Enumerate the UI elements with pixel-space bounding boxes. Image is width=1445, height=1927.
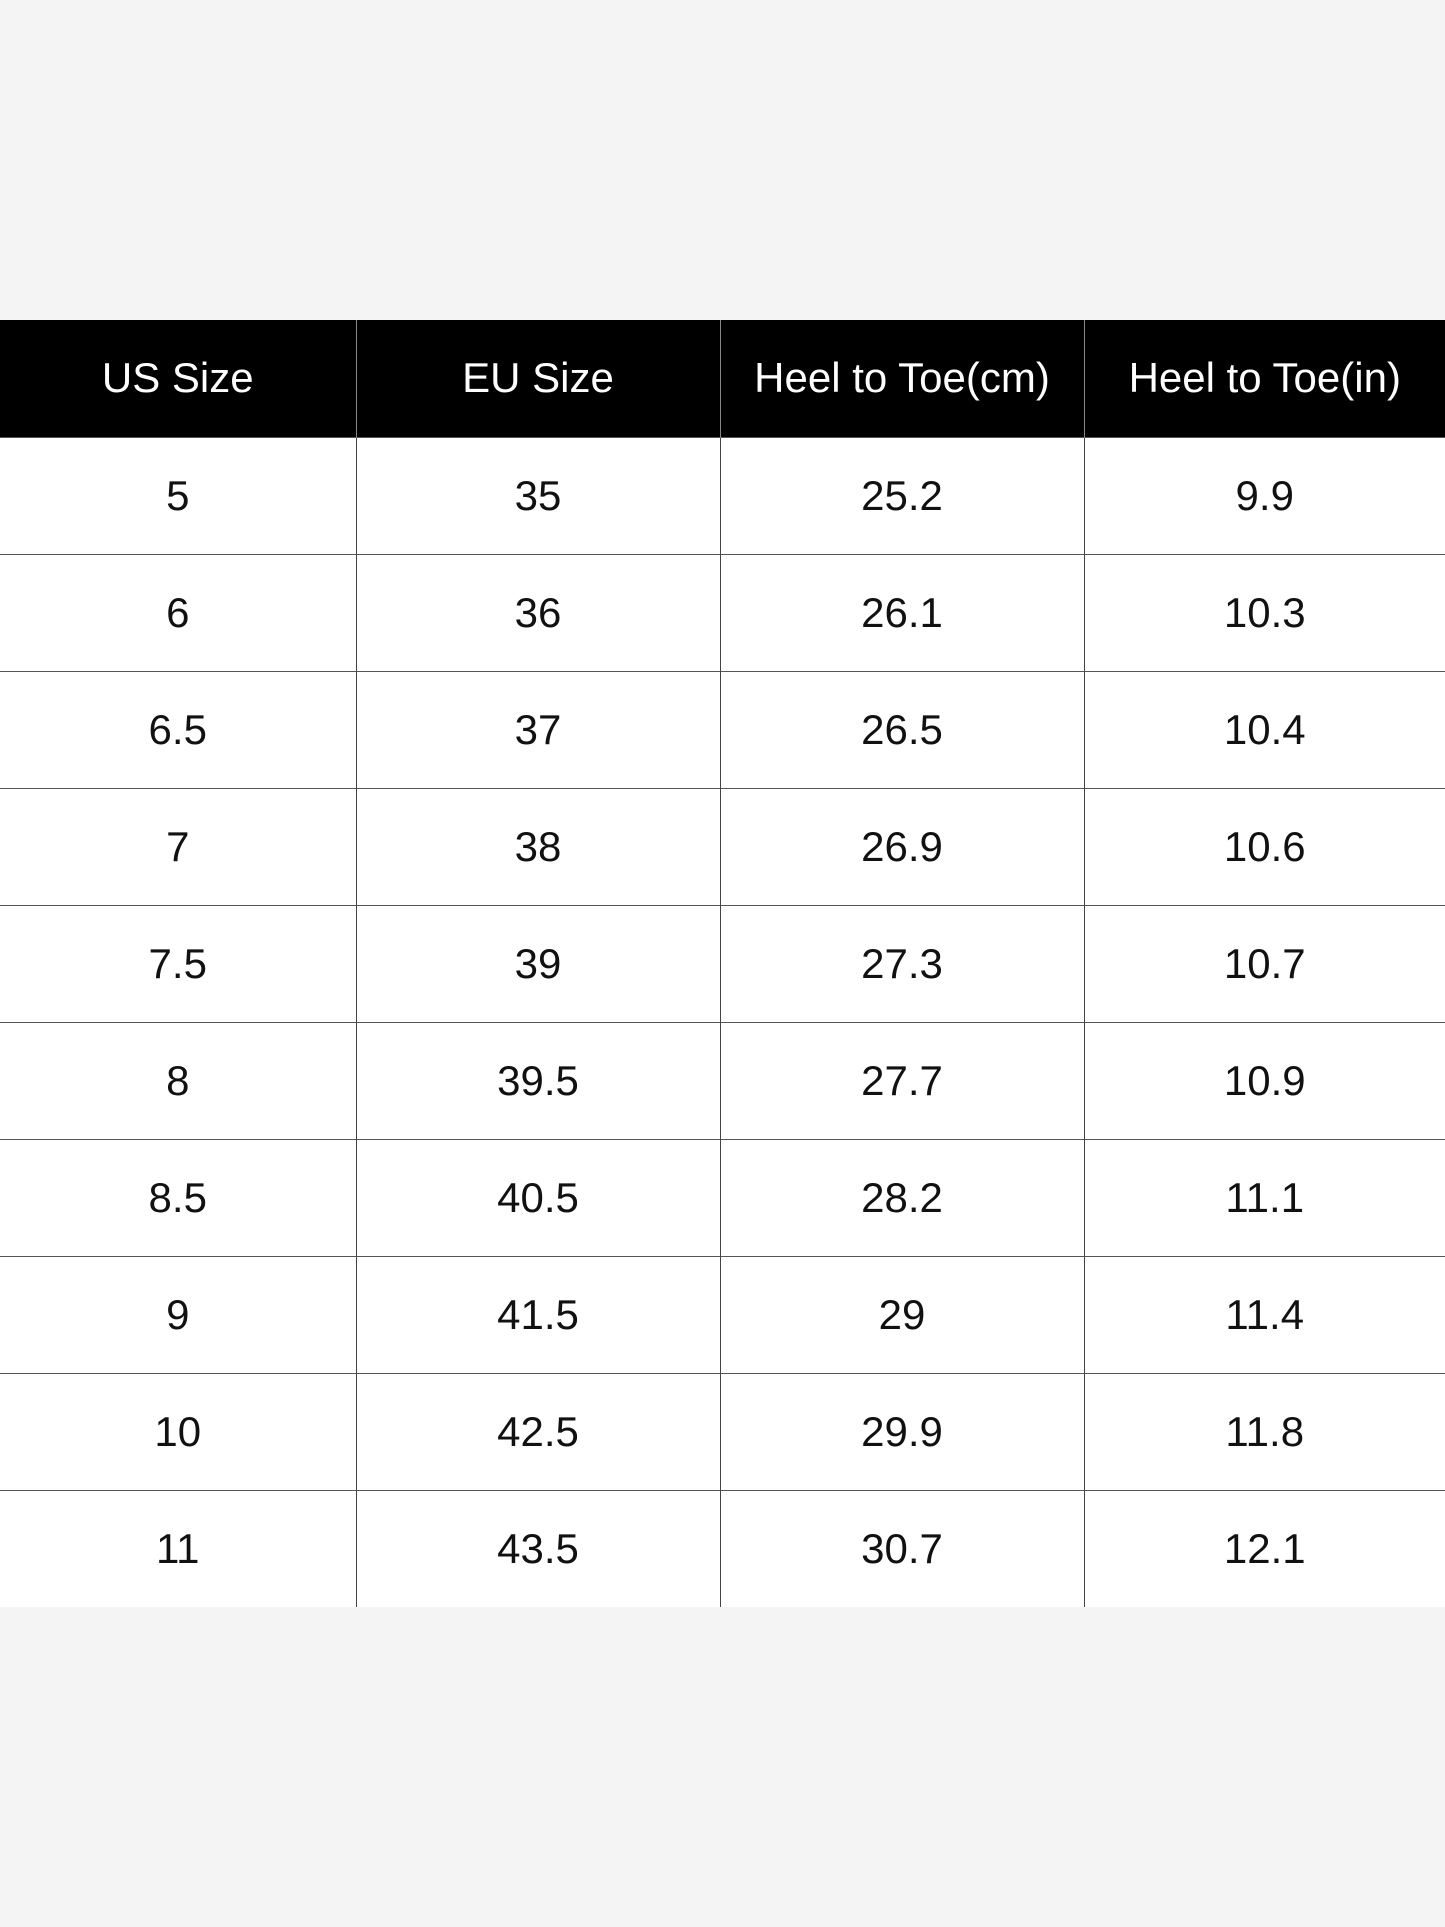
table-row: 5 35 25.2 9.9 (0, 436, 1445, 554)
table-cell: 8 (0, 1021, 356, 1139)
table-cell: 37 (355, 670, 720, 788)
table-cell: 11.1 (1083, 1138, 1445, 1256)
header-cell: US Size (0, 320, 356, 437)
table-cell: 38 (355, 787, 720, 905)
table-row: 7.5 39 27.3 10.7 (0, 904, 1445, 1022)
table-row: 6.5 37 26.5 10.4 (0, 670, 1445, 788)
table-row: 11 43.5 30.7 12.1 (0, 1489, 1445, 1607)
header-cell: Heel to Toe(cm) (719, 320, 1084, 437)
table-cell: 11.4 (1083, 1255, 1445, 1373)
table-cell: 10 (0, 1372, 356, 1490)
table-cell: 43.5 (355, 1489, 720, 1607)
size-table: US Size EU Size Heel to Toe(cm) Heel to Toe… (0, 320, 1445, 1607)
table-cell: 8.5 (0, 1138, 356, 1256)
table-cell: 30.7 (719, 1489, 1084, 1607)
table-cell: 11 (0, 1489, 356, 1607)
table-cell: 6 (0, 553, 356, 671)
table-cell: 7.5 (0, 904, 356, 1022)
table-cell: 10.6 (1083, 787, 1445, 905)
table-cell: 40.5 (355, 1138, 720, 1256)
table-cell: 29.9 (719, 1372, 1084, 1490)
table-cell: 28.2 (719, 1138, 1084, 1256)
table-cell: 26.9 (719, 787, 1084, 905)
table-cell: 39 (355, 904, 720, 1022)
table-cell: 10.3 (1083, 553, 1445, 671)
header-row: US Size EU Size Heel to Toe(cm) Heel to Toe… (0, 320, 1445, 437)
header-cell: EU Size (355, 320, 720, 437)
table-row: 10 42.5 29.9 11.8 (0, 1372, 1445, 1490)
table-cell: 42.5 (355, 1372, 720, 1490)
table-cell: 10.9 (1083, 1021, 1445, 1139)
table-cell: 10.7 (1083, 904, 1445, 1022)
table-cell: 26.1 (719, 553, 1084, 671)
table-cell: 25.2 (719, 436, 1084, 554)
table-cell: 35 (355, 436, 720, 554)
table-cell: 9.9 (1083, 436, 1445, 554)
table-cell: 7 (0, 787, 356, 905)
table-cell: 39.5 (355, 1021, 720, 1139)
table-row: 7 38 26.9 10.6 (0, 787, 1445, 905)
table-row: 9 41.5 29 11.4 (0, 1255, 1445, 1373)
table-cell: 27.7 (719, 1021, 1084, 1139)
header-cell: Heel to Toe(in) (1083, 320, 1445, 437)
table-row: 6 36 26.1 10.3 (0, 553, 1445, 671)
table-cell: 26.5 (719, 670, 1084, 788)
table-cell: 29 (719, 1255, 1084, 1373)
table-cell: 12.1 (1083, 1489, 1445, 1607)
table-cell: 5 (0, 436, 356, 554)
table-cell: 6.5 (0, 670, 356, 788)
table-cell: 9 (0, 1255, 356, 1373)
table-row: 8 39.5 27.7 10.9 (0, 1021, 1445, 1139)
table-cell: 36 (355, 553, 720, 671)
table-body: 5 35 25.2 9.9 6 36 26.1 10.3 6.5 37 26.5 10.4 7 38 26.… (0, 436, 1445, 1607)
table-cell: 27.3 (719, 904, 1084, 1022)
table-cell: 10.4 (1083, 670, 1445, 788)
table-row: 8.5 40.5 28.2 11.1 (0, 1138, 1445, 1256)
table-cell: 11.8 (1083, 1372, 1445, 1490)
table-cell: 41.5 (355, 1255, 720, 1373)
